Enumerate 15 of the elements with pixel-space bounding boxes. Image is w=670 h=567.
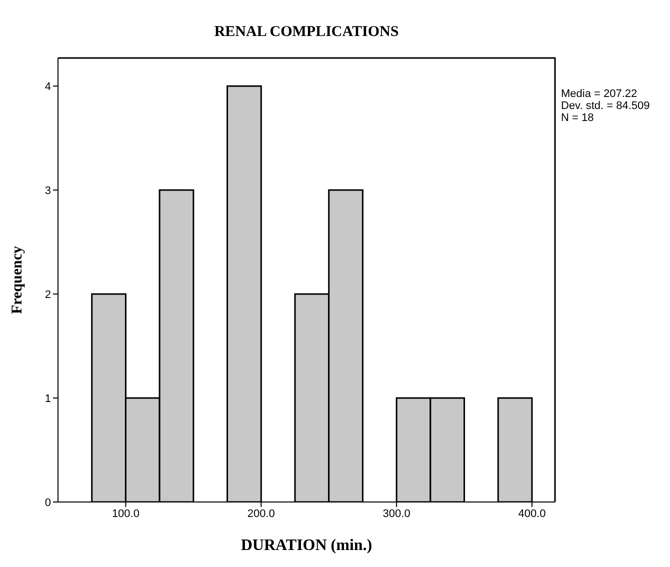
x-tick-label: 200.0 <box>247 508 275 520</box>
x-axis-title: DURATION (min.) <box>240 537 372 554</box>
x-tick-label: 300.0 <box>382 508 410 520</box>
text: Media = 207.22 <box>561 88 638 100</box>
text: N = 18 <box>561 112 595 124</box>
x-tick-label: 400.0 <box>518 508 546 520</box>
y-tick-label: 4 <box>44 80 51 93</box>
y-tick-label: 2 <box>44 288 51 301</box>
y-axis-title: Frequency <box>9 245 26 314</box>
chart-title: RENAL COMPLICATIONS <box>213 24 400 41</box>
y-tick-label: 1 <box>44 392 51 405</box>
text: Dev. std. = 84.509 <box>561 100 650 112</box>
y-tick-label: 0 <box>44 496 51 509</box>
x-tick-label: 100.0 <box>112 508 140 520</box>
y-tick-label: 3 <box>44 184 51 197</box>
